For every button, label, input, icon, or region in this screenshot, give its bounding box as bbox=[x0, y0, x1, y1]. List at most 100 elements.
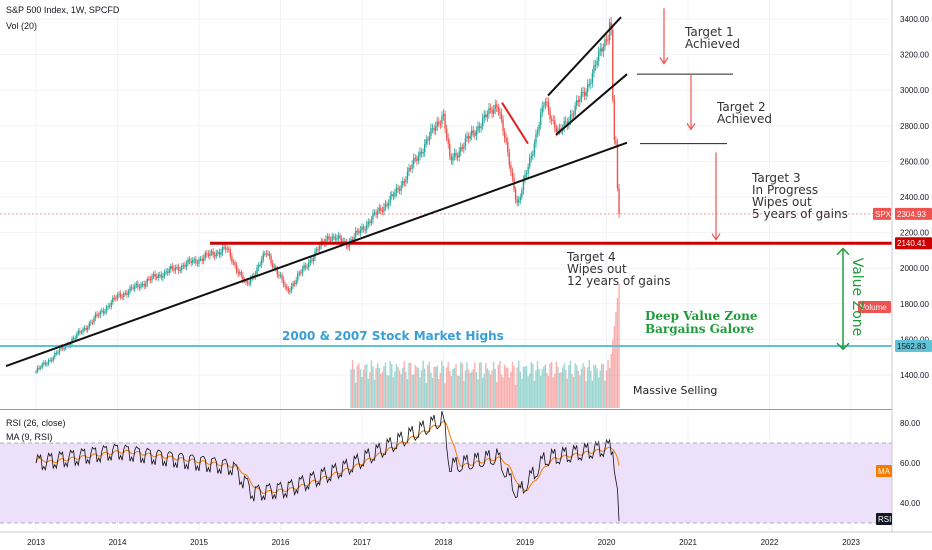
volume-bar bbox=[450, 376, 453, 408]
candle-body bbox=[190, 261, 192, 264]
volume-bar bbox=[535, 370, 537, 408]
volume-bar bbox=[521, 378, 523, 408]
price-candles bbox=[35, 16, 620, 374]
spx-badge-value-bg bbox=[895, 207, 932, 220]
volume-bar bbox=[464, 370, 467, 408]
volume-bar bbox=[403, 361, 406, 408]
candle-body bbox=[124, 293, 127, 295]
volume-bar bbox=[574, 363, 576, 408]
volume-bar bbox=[441, 360, 443, 408]
candle-body bbox=[94, 314, 97, 318]
candle-body bbox=[516, 199, 518, 203]
candle-body bbox=[61, 346, 64, 349]
candle-body bbox=[308, 262, 310, 268]
candle-body bbox=[76, 333, 78, 339]
candle-body bbox=[406, 171, 409, 180]
volume-bar bbox=[375, 368, 377, 408]
candle-body bbox=[428, 135, 431, 141]
volume-bar bbox=[453, 367, 456, 408]
candle-body bbox=[464, 138, 467, 147]
candle-body bbox=[474, 132, 476, 136]
candle-body bbox=[303, 265, 305, 269]
candle-body bbox=[326, 236, 329, 240]
volume-bar bbox=[583, 366, 586, 408]
volume-bar bbox=[565, 369, 567, 408]
candle-body bbox=[317, 249, 319, 251]
candle-body bbox=[430, 128, 432, 136]
volume-bar bbox=[467, 369, 470, 408]
candle-body bbox=[383, 206, 385, 212]
volume-bar bbox=[391, 364, 393, 408]
volume-bar bbox=[555, 361, 558, 408]
candle-body bbox=[471, 130, 473, 136]
candle-body bbox=[594, 65, 597, 67]
rsi-line bbox=[35, 410, 620, 522]
candle-body bbox=[402, 181, 404, 186]
volume-bar bbox=[557, 366, 559, 408]
candle-body bbox=[558, 128, 561, 130]
price-tick-label: 2800.00 bbox=[900, 122, 929, 131]
candle-body bbox=[315, 249, 318, 252]
candle-body bbox=[44, 362, 47, 365]
candle-body bbox=[257, 264, 260, 268]
candle-body bbox=[49, 359, 51, 361]
volume-bar bbox=[402, 367, 404, 408]
candle-body bbox=[541, 106, 543, 113]
candle-body bbox=[436, 121, 438, 127]
candle-body bbox=[522, 179, 525, 191]
volume-bar bbox=[519, 371, 521, 408]
volume-bar bbox=[353, 368, 355, 408]
time-tick-label: 2018 bbox=[435, 538, 453, 547]
candle-body bbox=[284, 285, 286, 287]
volume-bar bbox=[604, 380, 606, 408]
candle-body bbox=[514, 189, 517, 200]
volume-bar bbox=[566, 378, 569, 408]
candle-body bbox=[160, 274, 163, 278]
candle-body bbox=[386, 203, 388, 206]
volume-bar bbox=[607, 360, 609, 408]
volume-bar bbox=[463, 380, 465, 408]
candle-body bbox=[532, 153, 534, 157]
candle-body bbox=[318, 245, 321, 250]
massive-selling-label: Massive Selling bbox=[633, 384, 718, 397]
volume-bar bbox=[580, 368, 583, 408]
volume-bar bbox=[369, 372, 371, 408]
volume-bar bbox=[590, 370, 592, 408]
candle-body bbox=[287, 288, 290, 292]
candle-body bbox=[90, 322, 92, 324]
candle-body bbox=[148, 278, 150, 280]
candle-body bbox=[110, 302, 112, 307]
volume-bar bbox=[494, 368, 496, 408]
candle-body bbox=[552, 119, 554, 121]
volume-bar bbox=[518, 360, 520, 408]
candle-body bbox=[356, 230, 358, 232]
candle-body bbox=[209, 252, 211, 257]
volume-bar bbox=[381, 371, 384, 408]
candle-body bbox=[467, 136, 470, 139]
candle-body bbox=[130, 287, 133, 289]
volume-bar bbox=[416, 366, 418, 408]
volume-bar bbox=[596, 368, 598, 408]
candle-body bbox=[518, 200, 520, 203]
volume-label: Vol (20) bbox=[6, 21, 38, 31]
volume-bar bbox=[386, 375, 388, 408]
candle-body bbox=[155, 276, 158, 279]
candle-body bbox=[88, 323, 90, 328]
rsi-badge: RSI bbox=[878, 515, 891, 524]
candle-body bbox=[458, 151, 460, 158]
candle-body bbox=[510, 165, 512, 172]
candle-body bbox=[36, 367, 39, 372]
volume-bar bbox=[392, 377, 395, 408]
volume-bar bbox=[361, 376, 363, 408]
candle-body bbox=[359, 229, 362, 234]
candle-body bbox=[590, 82, 592, 85]
candle-body bbox=[469, 135, 471, 139]
candle-body bbox=[586, 84, 589, 92]
candle-body bbox=[547, 102, 550, 111]
volume-bar bbox=[397, 367, 399, 408]
volume-bar bbox=[585, 381, 587, 408]
volume-bar bbox=[497, 364, 500, 408]
volume-bar bbox=[387, 375, 390, 408]
rsi-label: RSI (26, close) bbox=[6, 418, 66, 428]
volume-bar bbox=[471, 371, 473, 408]
